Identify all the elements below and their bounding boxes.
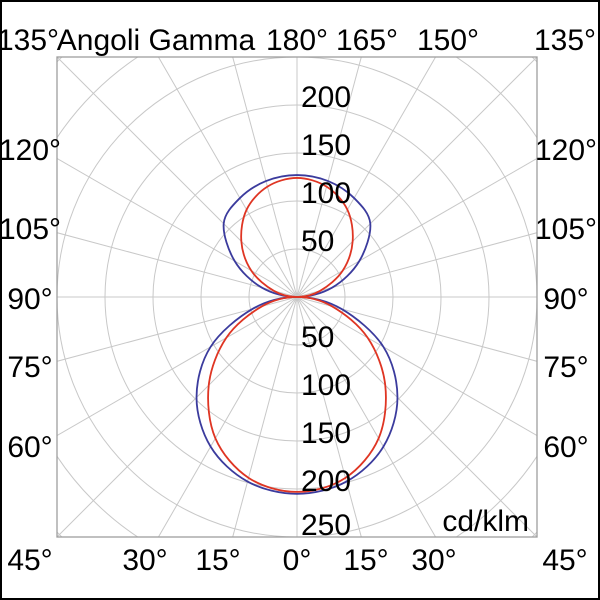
- gamma-label-left: 90°: [7, 283, 52, 316]
- gamma-label-bottom: 30°: [411, 544, 456, 577]
- curve-blue-lobe: [222, 174, 372, 298]
- gamma-label-bottom: 45°: [7, 544, 52, 577]
- gamma-label-right: 90°: [543, 283, 588, 316]
- grid-radial-line: [296, 57, 362, 298]
- curve-blue: [195, 174, 399, 495]
- curve-red-lobe: [207, 296, 387, 493]
- curve-red-lobe: [240, 177, 354, 298]
- radial-tick-upper: 50: [301, 225, 334, 258]
- grid-radial-line: [296, 296, 537, 437]
- gamma-label-left: 75°: [7, 351, 52, 384]
- unit-label: cd/klm: [442, 505, 529, 538]
- grid-radial-line: [157, 296, 298, 537]
- grid-radial-line: [57, 296, 298, 437]
- gamma-label-left: 120°: [0, 134, 61, 167]
- radial-tick-lower: 150: [301, 417, 351, 450]
- grid-radial-line: [296, 296, 537, 537]
- gamma-label-right: 75°: [543, 351, 588, 384]
- grid-radial-line: [296, 296, 437, 537]
- gamma-label-top: 135°: [0, 24, 59, 57]
- gamma-label-right: 105°: [535, 213, 597, 246]
- grid-radial-line: [57, 157, 298, 298]
- grid-radial-line: [57, 232, 298, 298]
- grid-radial-line: [296, 232, 537, 298]
- gamma-label-top: 135°: [534, 24, 596, 57]
- radial-tick-lower: 250: [301, 509, 351, 542]
- chart-title: Angoli Gamma: [57, 24, 256, 57]
- grid-radial-line: [232, 296, 298, 537]
- grid-radial-line: [57, 296, 298, 537]
- gamma-label-bottom: 15°: [195, 544, 240, 577]
- radial-tick-upper: 100: [301, 177, 351, 210]
- grid-radial-line: [157, 57, 298, 298]
- curve-blue-lobe: [195, 296, 399, 495]
- radial-tick-lower: 100: [301, 369, 351, 402]
- gamma-label-left: 60°: [7, 431, 52, 464]
- gamma-label-bottom: 0°: [283, 544, 312, 577]
- gamma-label-left: 105°: [0, 213, 61, 246]
- gamma-label-top: 180°: [266, 24, 328, 57]
- plot-frame: [56, 56, 538, 538]
- gamma-label-top: 150°: [417, 24, 479, 57]
- gamma-label-bottom: 45°: [542, 544, 587, 577]
- grid-radial-line: [296, 57, 537, 298]
- grid-radial-line: [57, 296, 298, 362]
- curve-red: [207, 177, 387, 493]
- grid-radial-line: [296, 296, 362, 537]
- grid-radial-line: [296, 57, 437, 298]
- gamma-label-bottom: 15°: [343, 544, 388, 577]
- grid-radial-line: [296, 157, 537, 298]
- radial-tick-upper: 150: [301, 129, 351, 162]
- gamma-label-bottom: 30°: [122, 544, 167, 577]
- gamma-label-right: 60°: [543, 431, 588, 464]
- grid-radial-line: [232, 57, 298, 298]
- grid-radial-line: [296, 296, 537, 362]
- radial-tick-lower: 200: [301, 465, 351, 498]
- gamma-label-top: 165°: [336, 24, 398, 57]
- gamma-label-right: 120°: [535, 134, 597, 167]
- grid-radial-line: [57, 57, 298, 298]
- radial-tick-lower: 50: [301, 321, 334, 354]
- radial-tick-upper: 200: [301, 81, 351, 114]
